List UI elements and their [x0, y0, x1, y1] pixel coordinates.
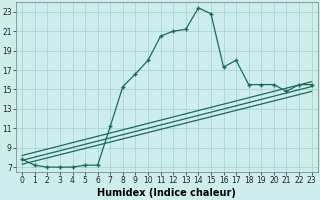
X-axis label: Humidex (Indice chaleur): Humidex (Indice chaleur): [98, 188, 236, 198]
